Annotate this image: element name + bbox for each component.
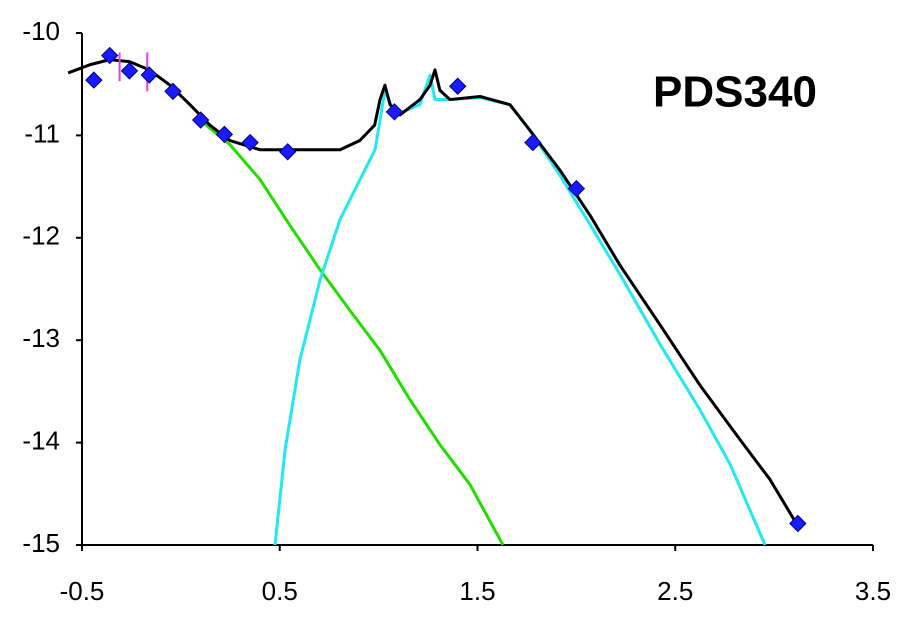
point [524, 133, 542, 152]
point [100, 46, 119, 65]
point [789, 514, 807, 533]
x-tick-label: -0.5 [60, 576, 105, 606]
point [85, 71, 103, 89]
line [199, 118, 505, 546]
x-tick-label: 0.5 [262, 576, 298, 606]
chart-title: PDS340 [653, 68, 817, 117]
point [385, 103, 404, 121]
y-tick-label: -15 [22, 528, 60, 558]
y-tick-label: -14 [22, 425, 60, 455]
point [449, 77, 467, 95]
point [191, 111, 210, 129]
y-tick-label: -13 [22, 323, 60, 353]
point [278, 143, 297, 161]
x-tick-label: 2.5 [657, 576, 693, 606]
y-tick-label: -11 [24, 118, 60, 148]
x-tick-label: 3.5 [855, 576, 891, 606]
point [120, 62, 139, 80]
point [215, 125, 234, 144]
line [67, 58, 802, 531]
x-tick-label: 1.5 [459, 576, 495, 606]
point [140, 66, 158, 84]
point [241, 133, 259, 152]
point [164, 82, 182, 101]
y-tick-label: -12 [22, 221, 60, 251]
y-tick-label: -10 [22, 16, 60, 46]
point [567, 179, 586, 198]
line [273, 73, 767, 546]
